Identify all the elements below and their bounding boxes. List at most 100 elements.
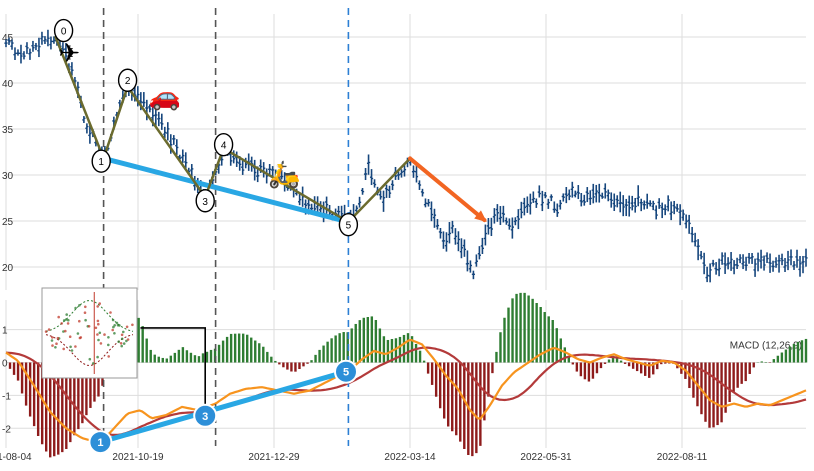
inset-point (97, 338, 100, 342)
annotation-marker-open-1[interactable] (91, 149, 111, 173)
price-bars (4, 29, 808, 283)
inset-point (99, 342, 103, 345)
macd-tick-label: -2 (2, 424, 11, 435)
inset-point (60, 322, 63, 325)
inset-frame (41, 287, 138, 379)
macd-tick-label: -1 (2, 391, 11, 402)
orange-arrow (408, 156, 487, 223)
annotation-marker-open-3[interactable] (195, 189, 215, 213)
inset-point (120, 337, 124, 341)
inset-point (112, 325, 115, 329)
inset-point (64, 329, 67, 333)
annotation-marker-label: 3 (202, 411, 208, 423)
inset-point (70, 349, 74, 352)
x-tick-label: 2022-03-14 (384, 452, 436, 463)
inset-point (111, 318, 115, 322)
annotation-marker-filled-1[interactable] (88, 430, 113, 455)
inset-point (50, 339, 54, 342)
inset-point (88, 357, 92, 361)
x-tick-label: 2022-05-31 (520, 452, 572, 463)
inset-point (76, 332, 80, 335)
inset-point (122, 330, 125, 334)
inset-point (116, 323, 120, 327)
inset-point (120, 344, 123, 348)
annotation-marker-open-5[interactable] (338, 212, 359, 237)
annotation-marker-label: 4 (221, 141, 227, 152)
annotation-marker-open-2[interactable] (117, 68, 138, 92)
price-tick-label: 40 (2, 79, 14, 90)
inset-point (103, 333, 106, 336)
inset-connector (140, 327, 206, 416)
inset-point (66, 322, 70, 325)
inset-point (55, 342, 58, 345)
inset-point (68, 335, 72, 338)
macd-indicator-label: MACD (12,26,9) (730, 341, 802, 352)
inset-point (56, 336, 60, 340)
blue-trend-macd (97, 369, 349, 445)
blue-trend-price (101, 155, 351, 225)
inset-point (96, 355, 99, 359)
inset-point (98, 302, 101, 305)
inset-point (62, 319, 66, 322)
orange-arrow-head (474, 210, 487, 222)
inset-point (131, 323, 134, 327)
inset-point (84, 318, 87, 322)
inset-point (51, 336, 54, 339)
x-tick-label: 2021-10-19 (112, 452, 164, 463)
annotation-marker-label: 5 (343, 367, 349, 379)
inset-point (87, 325, 91, 328)
inset-point (113, 324, 116, 327)
inset-point (64, 318, 68, 321)
inset-point (44, 330, 48, 333)
inset-point (120, 333, 124, 337)
annotation-marker-label: 2 (125, 76, 131, 87)
inset-point (78, 319, 81, 323)
price-tick-label: 30 (2, 171, 14, 182)
annotation-marker-label: 1 (98, 157, 104, 168)
inset-point (107, 343, 110, 347)
inset-point (51, 344, 54, 347)
inset-point (117, 340, 120, 343)
x-tick-label: 2021-08-04 (0, 452, 32, 463)
inset-point (69, 345, 72, 349)
annotation-marker-label: 0 (61, 27, 67, 38)
inset-point (91, 362, 95, 365)
inset-point (113, 332, 116, 335)
macd-tick-label: 0 (2, 358, 8, 369)
annotation-marker-label: 1 (97, 437, 103, 449)
inset-point (83, 311, 87, 314)
annotation-marker-open-4[interactable] (213, 132, 234, 157)
price-tick-label: 35 (2, 125, 14, 136)
annotation-marker-label: 5 (346, 221, 352, 232)
x-tick-label: 2022-08-11 (657, 452, 708, 463)
inset-point (107, 336, 110, 339)
price-tick-label: 20 (2, 263, 14, 274)
mini-chart-inset[interactable] (41, 287, 138, 379)
annotation-marker-label: 3 (202, 197, 208, 208)
x-tick-label: 2021-12-29 (248, 452, 300, 463)
inset-point (94, 326, 98, 330)
inset-point (107, 355, 110, 358)
macd-line (5, 338, 807, 444)
inset-point (74, 306, 77, 310)
inset-point (96, 333, 99, 336)
macd-tick-label: 1 (2, 326, 8, 337)
inset-point (115, 321, 119, 325)
inset-point (57, 315, 60, 319)
inset-point (84, 305, 87, 309)
inset-point (122, 342, 126, 345)
inset-point (96, 305, 99, 308)
inset-point (111, 328, 114, 332)
annotation-marker-filled-5[interactable] (334, 359, 358, 384)
inset-point (78, 304, 81, 307)
inset-point (96, 319, 100, 323)
annotation-marker-filled-3[interactable] (193, 403, 218, 428)
inset-point (98, 331, 102, 335)
inset-point (54, 346, 57, 349)
inset-point (126, 338, 130, 341)
inset-point (67, 318, 70, 322)
price-tick-label: 25 (2, 217, 14, 228)
annotation-marker-open-0[interactable] (53, 18, 74, 43)
